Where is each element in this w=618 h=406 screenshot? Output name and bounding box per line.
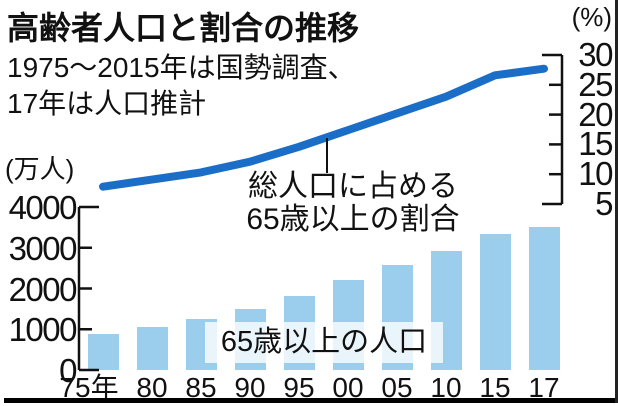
- bar-series-label: 65歳以上の人口: [205, 322, 443, 363]
- bar-75年: [87, 333, 119, 370]
- x-axis-label-80: 80: [136, 372, 168, 403]
- left-axis-tick-label-3000: 3000: [8, 229, 78, 267]
- right-axis-unit-label: (%): [571, 2, 612, 32]
- line-label-callout: [326, 138, 328, 173]
- right-axis-tick-label-25: 25: [578, 65, 613, 103]
- left-axis-tick-label-4000: 4000: [8, 189, 78, 226]
- right-border-rule: [615, 0, 618, 403]
- x-axis-label-10: 10: [430, 372, 462, 403]
- right-axis-tick-label-5: 5: [595, 185, 613, 222]
- percentage-line: [99, 64, 548, 191]
- bottom-border-rule: [4, 398, 618, 403]
- line-series-label: 総人口に占める 65歳以上の割合: [240, 170, 466, 236]
- right-axis-tick-label-30: 30: [578, 36, 613, 73]
- x-axis-label-17: 17: [528, 372, 560, 403]
- x-axis-label-95: 95: [283, 372, 315, 403]
- source-note-line1: 1975〜2015年は国勢調査、: [7, 52, 356, 83]
- x-axis-label-00: 00: [332, 372, 364, 403]
- right-axis-tick-label-15: 15: [578, 125, 613, 163]
- x-axis-label-75年: 75年: [59, 372, 119, 403]
- x-axis-label-05: 05: [381, 372, 413, 403]
- line-series-label-line1: 総人口に占める: [248, 170, 458, 203]
- left-axis-tick-label-1000: 1000: [8, 311, 78, 349]
- source-note-line2: 17年は人口推計: [7, 88, 207, 119]
- x-axis-label-90: 90: [234, 372, 266, 403]
- left-axis-tick-label-0: 0: [59, 352, 77, 389]
- chart-title: 高齢者人口と割合の推移: [7, 10, 360, 46]
- left-axis-tick-label-2000: 2000: [8, 270, 78, 308]
- bar-15: [479, 233, 511, 370]
- left-axis-unit-label: (万人): [5, 154, 75, 184]
- right-axis-tick-label-20: 20: [578, 95, 613, 133]
- bar-17: [528, 226, 560, 370]
- x-axis-label-85: 85: [185, 372, 217, 403]
- right-axis-tick-label-10: 10: [578, 155, 613, 193]
- line-series-label-line2: 65歳以上の割合: [246, 203, 460, 236]
- x-axis-label-15: 15: [479, 372, 511, 403]
- bar-80: [136, 326, 168, 370]
